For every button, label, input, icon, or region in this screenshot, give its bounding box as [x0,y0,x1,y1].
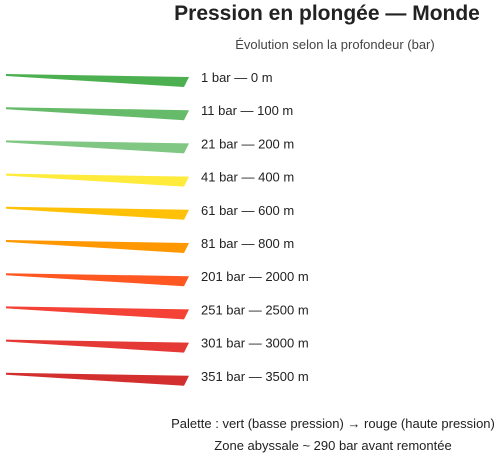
pressure-wedge [6,74,189,87]
depth-label: 61 bar — 600 m [201,203,294,218]
depth-label: 201 bar — 2000 m [201,269,309,284]
pressure-wedge [6,107,189,121]
pressure-wedge [6,240,189,253]
depth-row: 61 bar — 600 m [6,203,294,220]
depth-label: 1 bar — 0 m [201,70,273,85]
depth-label: 301 bar — 3000 m [201,336,309,351]
pressure-wedge [6,273,189,287]
depth-row: 21 bar — 200 m [6,136,294,154]
pressure-chart: 1 bar — 0 m 11 bar — 100 m 21 bar — 200 m 4… [6,70,309,386]
depth-row: 11 bar — 100 m [6,103,293,121]
pressure-wedge [6,140,189,154]
abyssal-zone-note: Zone abyssale ~ 290 bar avant remontée [214,438,452,453]
pressure-wedge [6,306,189,320]
palette-note: Palette : vert (basse pression) → rouge … [171,416,495,431]
depth-row: 81 bar — 800 m [6,236,294,253]
depth-label: 81 bar — 800 m [201,236,294,251]
pressure-wedge [6,173,189,187]
chart-subtitle: Évolution selon la profondeur (bar) [235,37,435,52]
depth-row: 1 bar — 0 m [6,70,273,87]
depth-label: 251 bar — 2500 m [201,302,309,317]
depth-row: 251 bar — 2500 m [6,302,309,320]
chart-title-text: Pression en plongée — Monde [174,2,480,25]
depth-row: 351 bar — 3500 m [6,369,309,386]
depth-label: 21 bar — 200 m [201,136,294,151]
depth-row: 301 bar — 3000 m [6,336,309,353]
depth-label: 41 bar — 400 m [201,170,294,185]
depth-row: 41 bar — 400 m [6,170,294,187]
chart-title: Pression en plongée — Monde [0,2,498,26]
pressure-wedge [6,206,189,220]
depth-row: 201 bar — 2000 m [6,269,309,287]
depth-label: 11 bar — 100 m [201,103,293,118]
depth-label: 351 bar — 3500 m [201,369,309,384]
pressure-wedge [6,372,189,386]
pressure-wedge [6,339,189,353]
